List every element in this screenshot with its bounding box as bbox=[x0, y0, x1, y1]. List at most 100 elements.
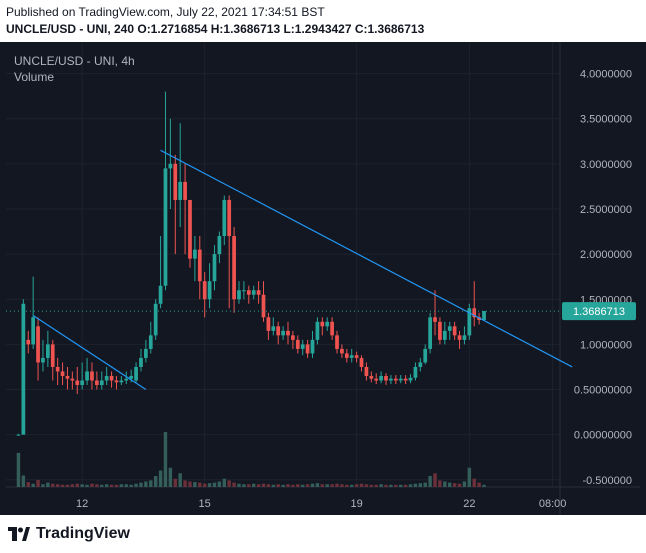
candle-body bbox=[139, 357, 143, 367]
volume-bar bbox=[325, 484, 329, 487]
volume-bar bbox=[21, 475, 26, 487]
volume-bar bbox=[266, 484, 271, 487]
candle-body bbox=[447, 326, 452, 331]
candle-body bbox=[477, 317, 481, 321]
volume-bar bbox=[394, 484, 398, 487]
volume-bar bbox=[227, 480, 231, 487]
candle-body bbox=[266, 317, 271, 331]
volume-bar bbox=[467, 467, 472, 487]
y-tick-label: 0.50000000 bbox=[574, 385, 632, 397]
candle-body bbox=[457, 335, 462, 340]
y-tick-label: 1.0000000 bbox=[580, 339, 632, 351]
candle-body bbox=[305, 344, 310, 354]
candle-body bbox=[70, 378, 75, 381]
candle-body bbox=[354, 355, 359, 358]
volume-bar bbox=[247, 484, 251, 487]
volume-bar bbox=[46, 482, 50, 487]
candle-body bbox=[134, 366, 138, 381]
volume-bar bbox=[55, 484, 60, 487]
volume-bar bbox=[369, 484, 374, 487]
candle-body bbox=[99, 380, 104, 386]
candle-body bbox=[197, 249, 202, 282]
price-chart[interactable]: 4.0000000 3.5000000 3.0000000 2.5000000 2.00… bbox=[6, 42, 640, 515]
candle-body bbox=[237, 290, 241, 300]
candle-body bbox=[286, 330, 290, 336]
volume-bar bbox=[242, 484, 246, 487]
volume-bar bbox=[31, 483, 35, 487]
volume-bar bbox=[198, 482, 202, 487]
tradingview-brand: TradingView bbox=[36, 525, 130, 542]
volume-bar bbox=[90, 483, 94, 487]
chart-area[interactable]: 4.0000000 3.5000000 3.0000000 2.5000000 2.00… bbox=[6, 42, 640, 515]
volume-bar bbox=[340, 484, 344, 487]
candle-body bbox=[310, 339, 315, 354]
volume-bar bbox=[438, 480, 442, 487]
candle-body bbox=[207, 281, 212, 300]
volume-bar bbox=[335, 483, 339, 487]
volume-bar bbox=[158, 470, 163, 487]
candle-body bbox=[178, 181, 183, 200]
volume-bar bbox=[472, 478, 476, 487]
volume-bar bbox=[256, 484, 261, 487]
volume-bar bbox=[80, 484, 84, 487]
volume-bar bbox=[217, 481, 222, 487]
candle-body bbox=[472, 308, 477, 318]
candle-body bbox=[16, 434, 21, 436]
candle-body bbox=[227, 199, 232, 237]
volume-bar bbox=[408, 484, 413, 487]
volume-bar bbox=[75, 483, 79, 487]
volume-bar bbox=[384, 484, 388, 487]
volume-bar bbox=[482, 484, 486, 487]
volume-bar bbox=[315, 483, 320, 487]
volume-bar bbox=[286, 484, 290, 487]
tradingview-logo[interactable]: TradingView bbox=[8, 525, 130, 543]
candle-body bbox=[114, 380, 119, 383]
candle-body bbox=[276, 326, 281, 336]
volume-bar bbox=[413, 483, 418, 487]
y-tick-label: -0.500000 bbox=[582, 475, 632, 487]
volume-bar bbox=[85, 484, 89, 487]
volume-bar bbox=[51, 483, 55, 487]
candle-body bbox=[109, 375, 114, 381]
candle-body bbox=[26, 339, 31, 345]
candle-body bbox=[95, 380, 99, 386]
candle-body bbox=[300, 344, 305, 349]
candle-body bbox=[65, 375, 70, 379]
volume-bar bbox=[251, 483, 256, 487]
candle-body bbox=[271, 326, 276, 331]
candle-body bbox=[482, 310, 486, 321]
x-tick-label: 15 bbox=[199, 498, 211, 510]
volume-bar bbox=[379, 484, 383, 487]
volume-bar bbox=[462, 481, 467, 487]
candle-body bbox=[188, 199, 192, 259]
volume-bar bbox=[144, 481, 148, 487]
x-tick-label: 08:00 bbox=[539, 498, 567, 510]
volume-bar bbox=[149, 480, 153, 487]
candle-body bbox=[85, 371, 89, 381]
candle-body bbox=[418, 362, 423, 367]
candle-body bbox=[124, 378, 129, 381]
candle-body bbox=[330, 321, 334, 336]
x-tick-label: 19 bbox=[350, 498, 362, 510]
ohlc-readout: UNCLE/USD - UNI, 240 O:1.2716854 H:1.368… bbox=[6, 22, 425, 36]
candle-body bbox=[104, 375, 109, 381]
volume-bar bbox=[188, 481, 192, 487]
x-tick-label: 22 bbox=[463, 498, 475, 510]
trendline bbox=[160, 149, 573, 368]
volume-bar bbox=[354, 484, 359, 487]
candle-body bbox=[202, 281, 207, 300]
candle-body bbox=[144, 348, 148, 358]
candle-body bbox=[423, 348, 428, 363]
candle-body bbox=[60, 371, 65, 376]
volume-bar bbox=[389, 484, 393, 487]
candle-body bbox=[428, 317, 432, 349]
volume-bar bbox=[349, 484, 354, 487]
candle-body bbox=[90, 371, 94, 381]
candle-body bbox=[315, 321, 320, 340]
volume-bar bbox=[305, 484, 310, 487]
candle-body bbox=[340, 348, 344, 354]
volume-bar bbox=[428, 476, 432, 487]
volume-bar bbox=[153, 476, 158, 487]
candle-body bbox=[393, 378, 398, 381]
publish-header: Published on TradingView.com, July 22, 2… bbox=[0, 0, 646, 42]
